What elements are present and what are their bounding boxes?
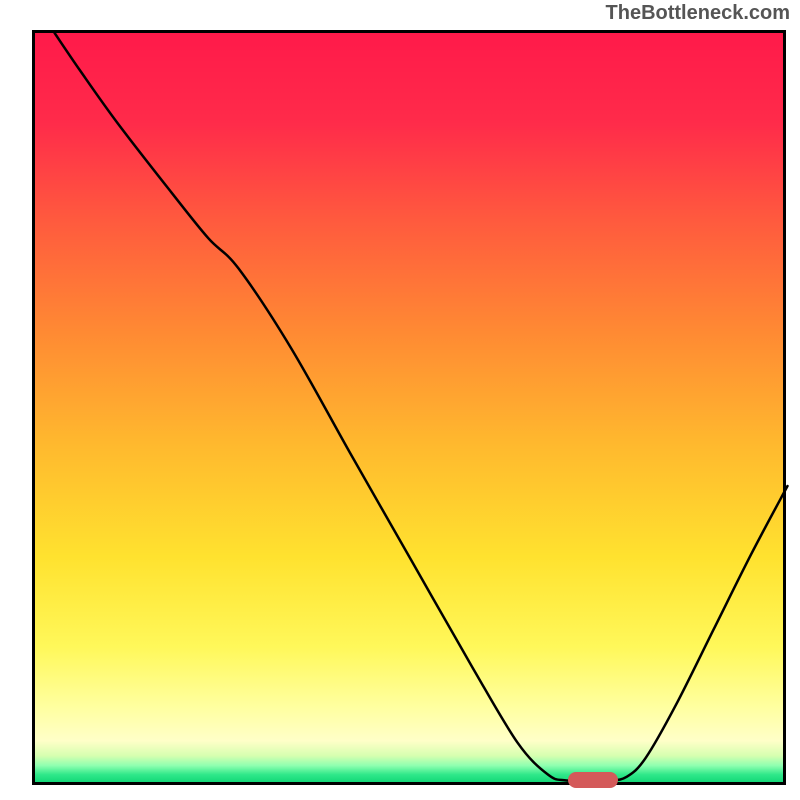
chart-curve-layer	[35, 33, 789, 788]
bottleneck-curve	[55, 33, 788, 781]
optimal-point-marker	[568, 772, 618, 788]
watermark-text: TheBottleneck.com	[606, 2, 790, 25]
chart-plot-area	[32, 30, 786, 785]
